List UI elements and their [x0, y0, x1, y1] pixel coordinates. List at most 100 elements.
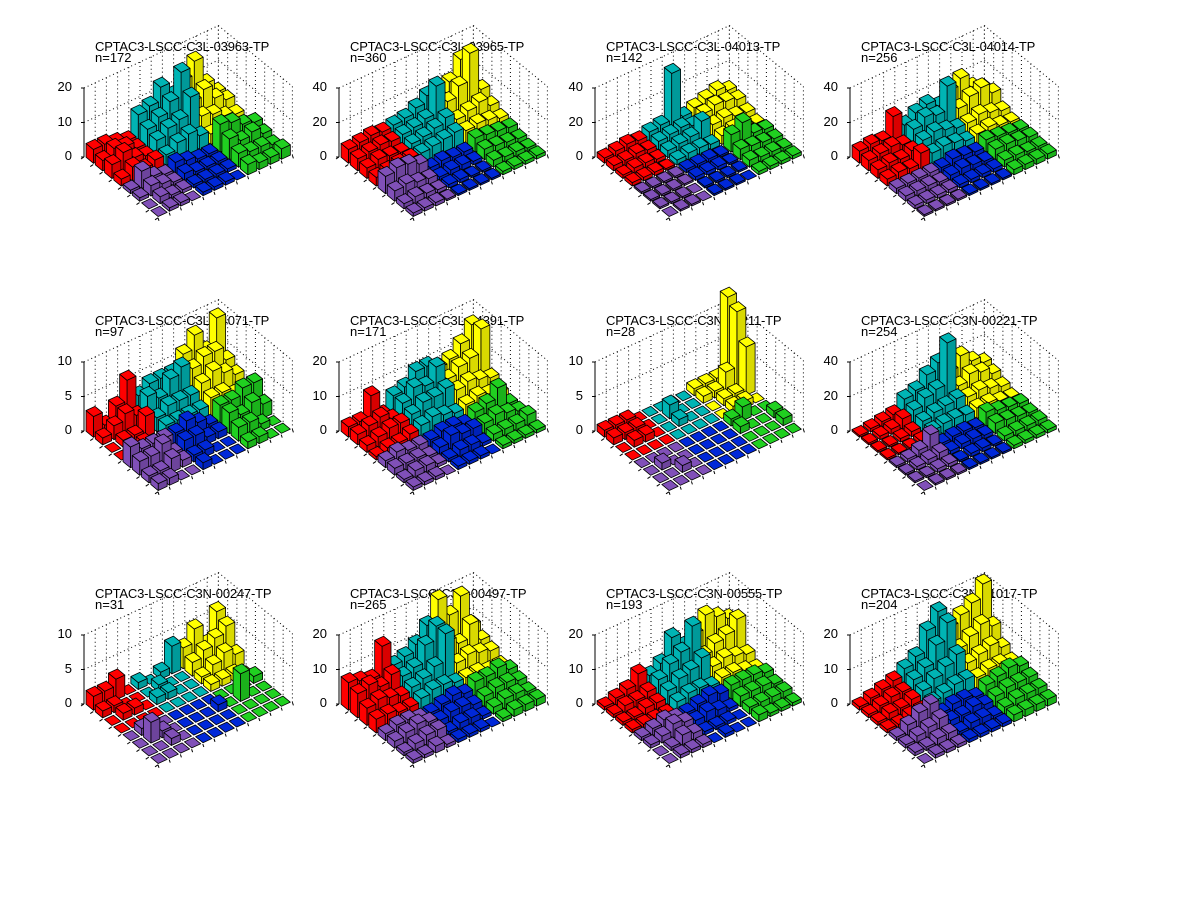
bar — [202, 673, 221, 692]
z-tick-label: 10 — [57, 353, 72, 368]
bar — [158, 701, 176, 713]
bar — [897, 462, 916, 476]
bar — [652, 472, 670, 484]
bar — [208, 714, 226, 726]
bar — [407, 460, 425, 479]
z-axis — [81, 361, 85, 432]
bar — [961, 457, 979, 471]
bars — [340, 585, 546, 764]
bar — [717, 453, 735, 465]
bar — [888, 455, 906, 469]
bar — [169, 696, 187, 708]
bar — [881, 434, 899, 448]
bar — [663, 62, 682, 133]
bar — [485, 149, 503, 168]
bar — [702, 413, 720, 425]
bar — [730, 160, 748, 173]
bar — [939, 332, 957, 409]
bar — [754, 412, 773, 424]
z-tick-label: 5 — [575, 387, 583, 403]
bar — [700, 425, 719, 437]
bar — [879, 447, 897, 461]
bar — [938, 193, 956, 207]
bar — [728, 172, 746, 186]
bar — [241, 698, 260, 710]
bar — [909, 456, 927, 471]
bar — [405, 476, 423, 491]
bar — [131, 187, 150, 202]
bar — [927, 198, 945, 212]
floor-ticks — [80, 429, 294, 495]
bar — [217, 721, 235, 733]
bar — [667, 441, 685, 453]
bar — [253, 693, 271, 705]
bar — [141, 198, 159, 210]
bar — [210, 694, 228, 713]
bar — [164, 635, 182, 675]
bar — [148, 687, 167, 706]
z-tick-label: 0 — [64, 695, 72, 710]
bar — [644, 176, 663, 189]
z-tick-label: 0 — [319, 422, 327, 437]
bar — [983, 172, 1001, 186]
bar — [264, 688, 282, 700]
floor-ticks — [80, 702, 294, 768]
bar — [687, 443, 705, 455]
bar — [94, 700, 113, 719]
bar — [659, 421, 678, 433]
bar — [872, 425, 890, 441]
bar — [130, 671, 148, 690]
bar — [485, 696, 503, 715]
bar — [784, 422, 802, 434]
bar — [176, 716, 194, 728]
z-tick-label: 40 — [823, 79, 838, 94]
bar — [918, 465, 936, 479]
bar — [359, 434, 377, 453]
bar — [131, 737, 150, 749]
bar — [596, 419, 614, 438]
z-tick-label: 0 — [575, 148, 583, 163]
bar — [251, 706, 269, 718]
bar — [199, 706, 217, 718]
z-tick-label: 10 — [57, 113, 72, 129]
bar — [85, 685, 103, 711]
bar — [187, 711, 206, 723]
bar — [657, 433, 676, 445]
bar — [883, 418, 901, 435]
bar — [732, 416, 750, 435]
bar — [706, 183, 724, 197]
z-axis — [336, 634, 340, 705]
bar — [665, 178, 683, 192]
bar — [949, 188, 968, 202]
bar — [1005, 159, 1024, 176]
bar — [892, 428, 910, 443]
bar — [152, 661, 171, 680]
bar — [963, 442, 981, 458]
z-tick-label: 10 — [312, 660, 327, 676]
bar — [150, 205, 168, 217]
bar — [907, 194, 925, 210]
bar — [161, 747, 179, 759]
bar — [641, 405, 659, 417]
bar — [183, 737, 202, 749]
bar — [450, 183, 468, 197]
bar — [708, 170, 726, 184]
z-tick-label: 40 — [823, 353, 838, 368]
bar — [663, 191, 681, 205]
bar — [450, 455, 468, 471]
bar — [695, 385, 713, 404]
bar — [472, 172, 490, 186]
bar — [506, 699, 524, 718]
bar — [750, 160, 769, 176]
bar — [239, 431, 258, 450]
bar — [396, 468, 414, 484]
bar — [669, 428, 687, 440]
bar — [150, 472, 168, 491]
bar — [483, 167, 501, 181]
bar — [517, 150, 535, 165]
